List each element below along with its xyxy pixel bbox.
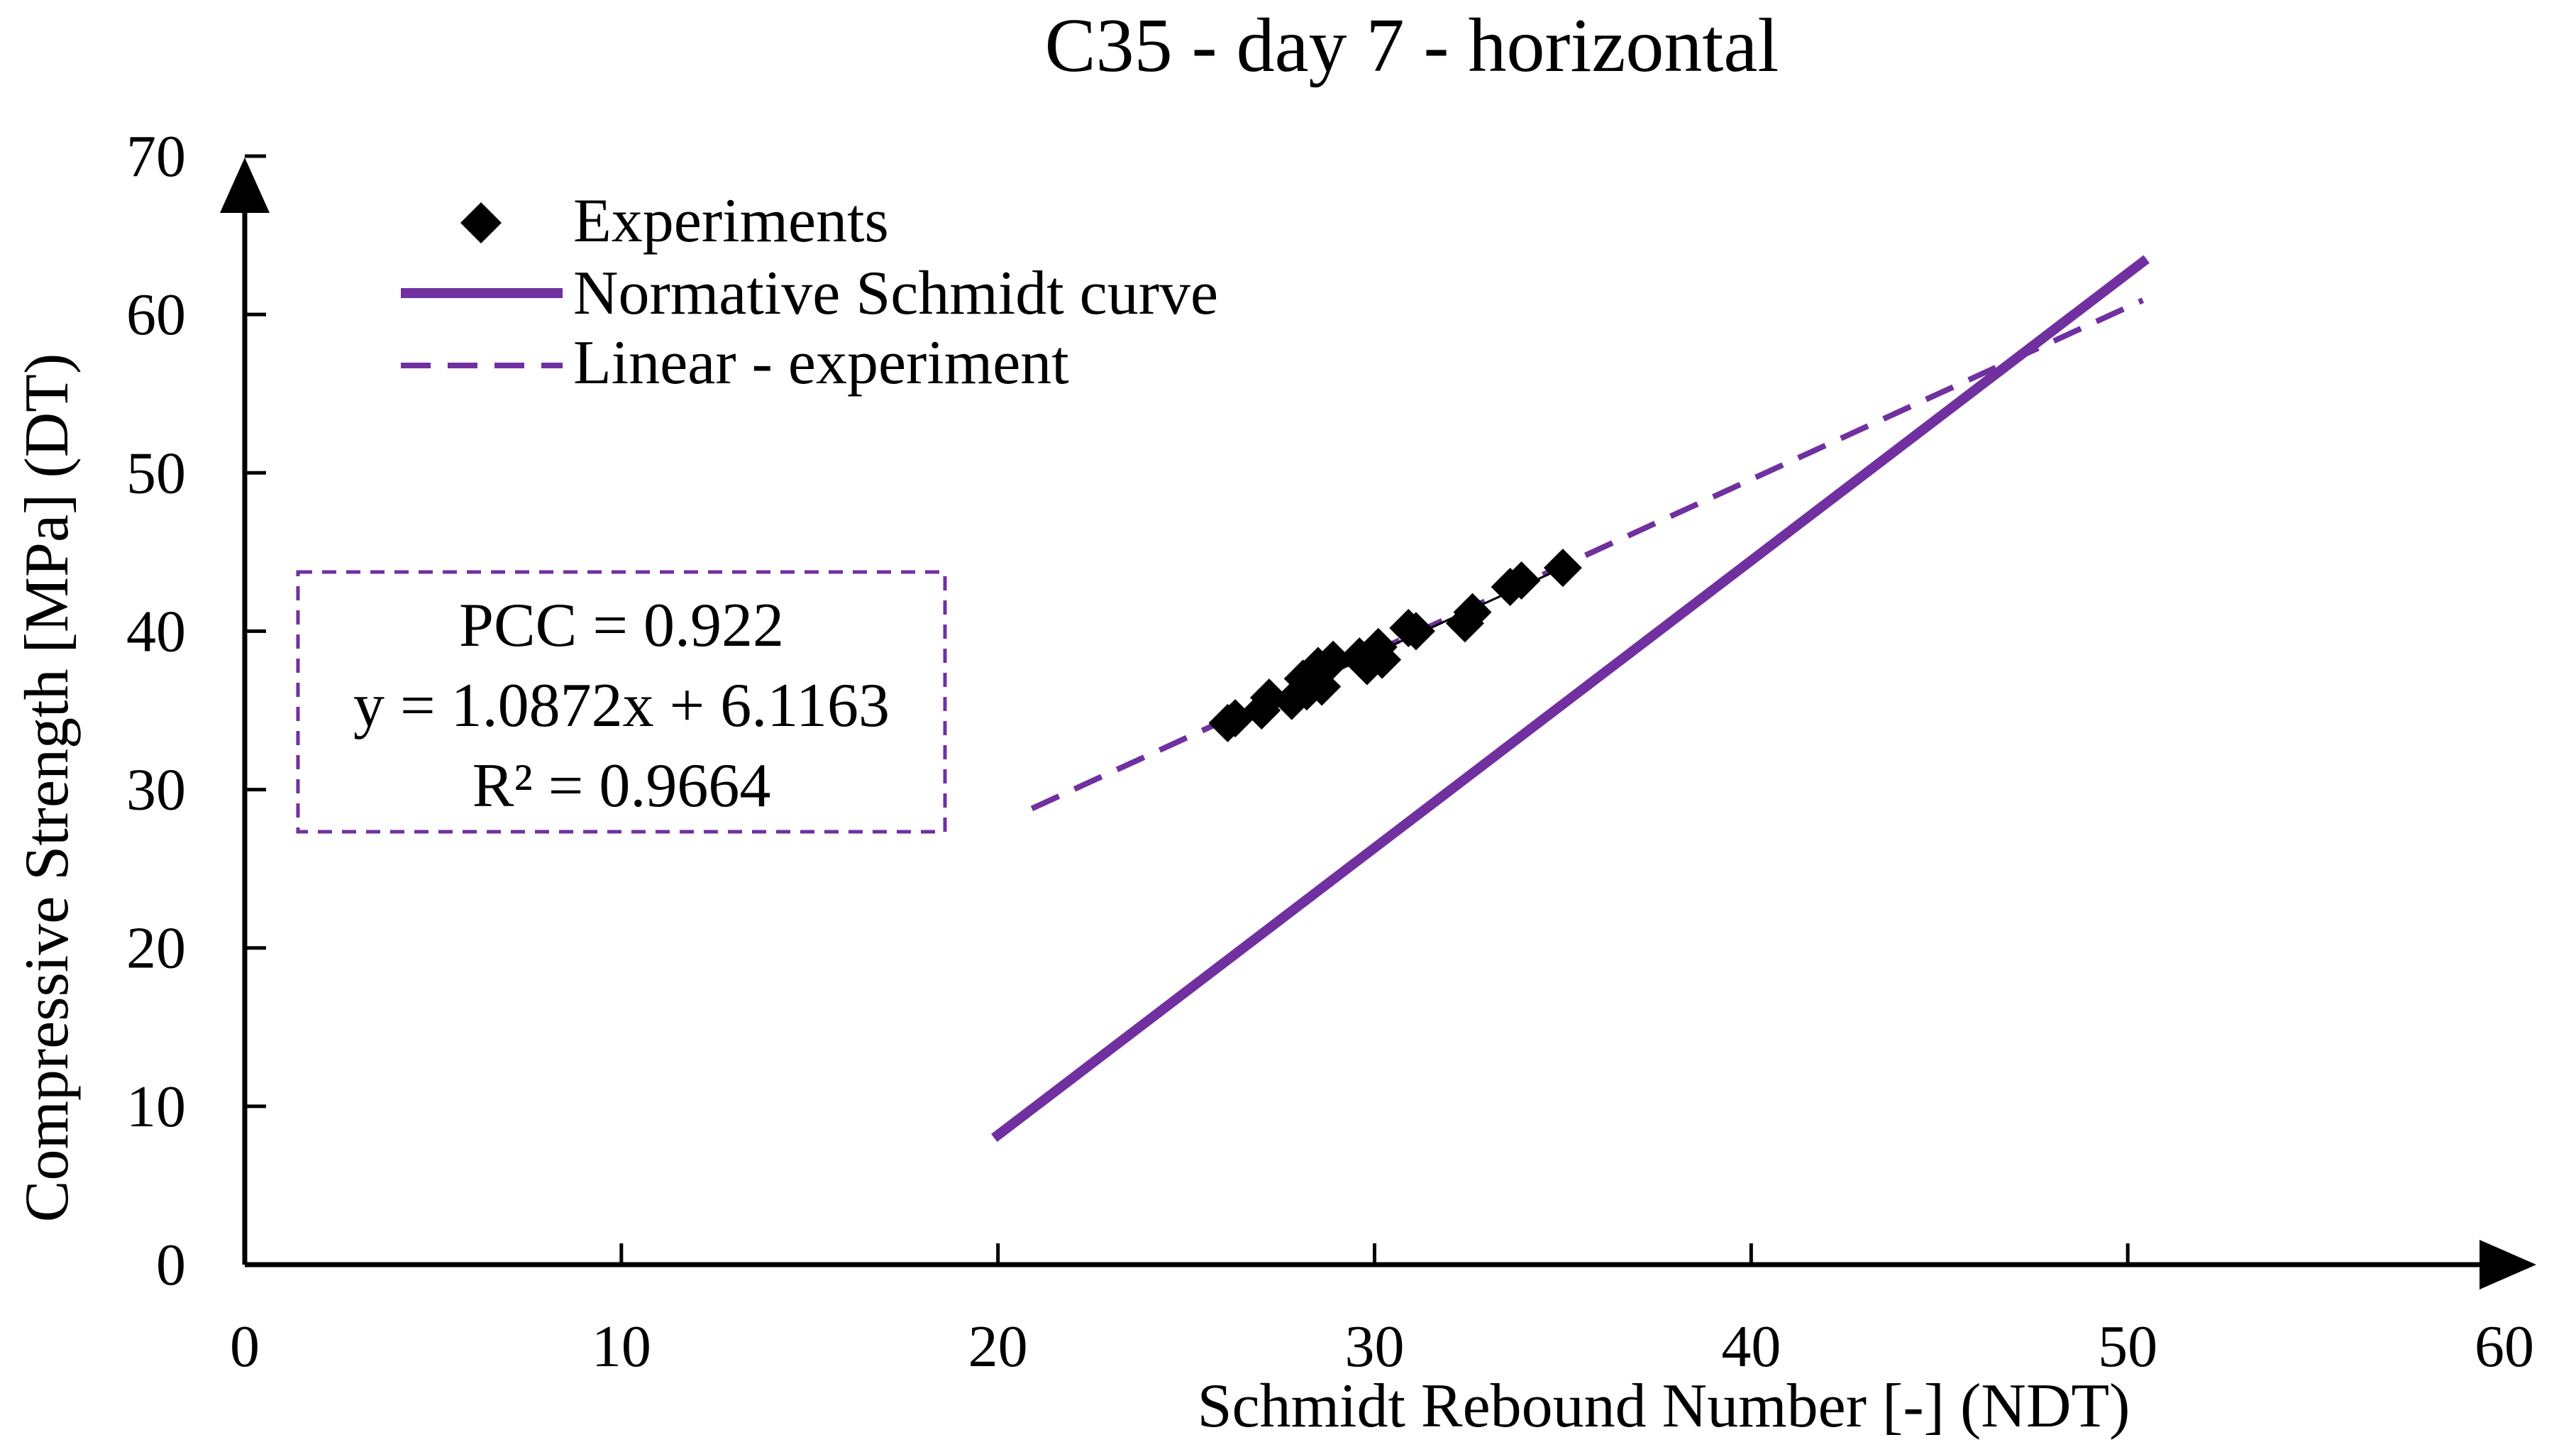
y-tick-label: 50 (126, 440, 186, 506)
chart-title: C35 - day 7 - horizontal (1045, 4, 1779, 88)
experiment-point (1314, 640, 1353, 679)
y-axis-arrowhead (220, 158, 270, 213)
y-tick-label: 20 (126, 915, 186, 981)
y-tick-label: 70 (126, 123, 186, 189)
y-tick-label: 30 (126, 757, 186, 823)
legend: Experiments Normative Schmidt curve Line… (401, 187, 1218, 397)
experiment-point (1543, 549, 1582, 588)
y-ticks: 0 10 20 30 40 50 60 70 (126, 123, 266, 1298)
x-tick-label: 30 (1345, 1314, 1405, 1380)
experiment-point (1396, 612, 1435, 651)
legend-marker-experiments (460, 202, 502, 243)
experiment-point (1453, 593, 1492, 632)
y-axis-label: Compressive Strength [MPa] (DT) (13, 353, 82, 1222)
normative-schmidt-curve (991, 255, 2150, 1143)
x-tick-label: 40 (1721, 1314, 1781, 1380)
x-axis-arrowhead (2480, 1240, 2536, 1289)
linear-experiment-line (1030, 297, 2145, 811)
legend-label-normative: Normative Schmidt curve (573, 259, 1218, 328)
x-tick-label: 0 (230, 1314, 260, 1380)
x-tick-label: 60 (2475, 1314, 2534, 1380)
annotation-pcc: PCC = 0.922 (459, 591, 784, 660)
annotation-r2: R² = 0.9664 (472, 752, 771, 820)
legend-label-linear: Linear - experiment (573, 329, 1069, 397)
series-layer (991, 255, 2150, 1143)
y-tick-label: 40 (126, 598, 186, 664)
x-ticks: 0 10 20 30 40 50 60 (230, 1243, 2534, 1380)
annotation-border (296, 570, 947, 834)
y-tick-label: 0 (156, 1232, 186, 1298)
annotation-box: PCC = 0.922 y = 1.0872x + 6.1163 R² = 0.… (296, 570, 947, 834)
experiment-point (1502, 561, 1541, 600)
annotation-equation: y = 1.0872x + 6.1163 (353, 671, 890, 740)
x-tick-label: 20 (968, 1314, 1028, 1380)
y-tick-label: 10 (126, 1074, 186, 1140)
experiment-point (1363, 640, 1402, 679)
x-tick-label: 50 (2098, 1314, 2157, 1380)
legend-label-experiments: Experiments (573, 187, 889, 255)
experiment-point (1249, 678, 1288, 717)
x-tick-label: 10 (592, 1314, 651, 1380)
x-axis-label: Schmidt Rebound Number [-] (NDT) (1198, 1372, 2130, 1441)
y-tick-label: 60 (126, 282, 186, 348)
